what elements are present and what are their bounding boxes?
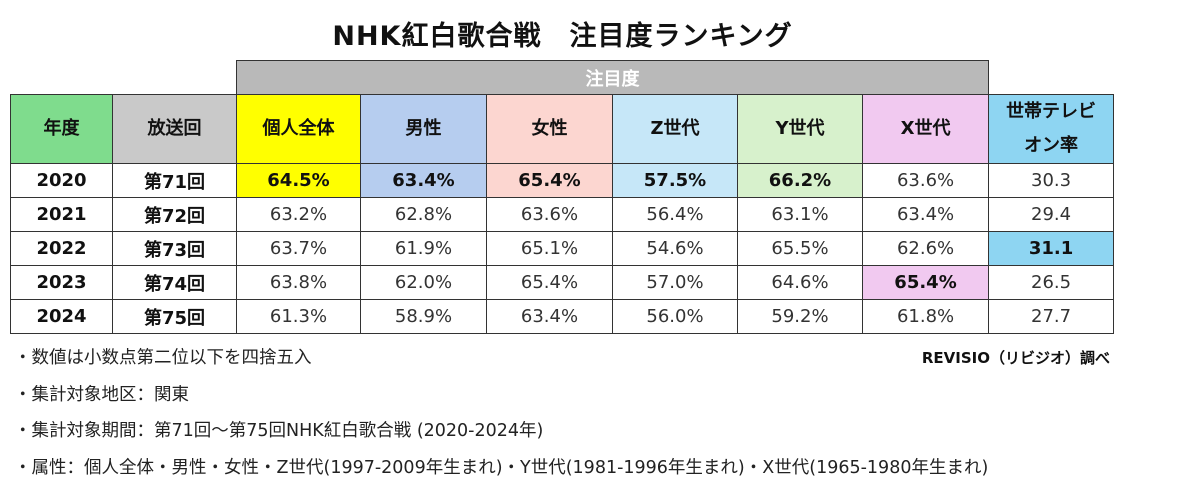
cell: 第73回: [112, 231, 237, 266]
cell: 65.4%: [486, 163, 613, 198]
cell: 27.7: [988, 299, 1115, 334]
cell: 2022: [10, 231, 113, 266]
blank: [989, 61, 1114, 95]
cell: 第72回: [112, 197, 237, 232]
cell: 29.4: [988, 197, 1115, 232]
cell: 56.4%: [612, 197, 738, 232]
cell: 63.2%: [236, 197, 361, 232]
column-header-text: 年度: [43, 118, 80, 139]
column-header-text: X世代: [900, 118, 951, 139]
cell: 63.4%: [861, 197, 990, 232]
column-header-text: 世帯テレビオン率: [1006, 101, 1097, 156]
cell: 63.8%: [236, 265, 361, 300]
data-row: 2023 第74回 63.8% 62.0% 65.4% 57.0% 64.6% 65.4% 26…: [10, 265, 1115, 300]
column-header-text: 女性: [531, 118, 568, 139]
note: ・属性：個人全体・男性・女性・Z世代(1997-2009年生まれ)・Y世代(19…: [14, 457, 989, 478]
data-row: 2022 第73回 63.7% 61.9% 65.1% 54.6% 65.5% 62.6% 31…: [10, 231, 1115, 266]
cell: 61.9%: [360, 231, 487, 266]
cell: 2023: [10, 265, 113, 300]
cell: 63.6%: [861, 163, 990, 198]
column-header: 男性: [360, 94, 487, 164]
cell: 63.6%: [486, 197, 613, 232]
cell: 第75回: [112, 299, 237, 334]
cell: 63.7%: [236, 231, 361, 266]
column-header-text: 放送回: [147, 118, 202, 139]
cell: 58.9%: [360, 299, 487, 334]
data-row: 2024 第75回 61.3% 58.9% 63.4% 56.0% 59.2% 61.8% 27…: [10, 299, 1115, 334]
column-header: Y世代: [737, 94, 863, 164]
column-header: X世代: [861, 94, 990, 164]
header-row: 年度 放送回 個人全体 男性 女性 Z世代 Y世代 X世代 世帯テレビオン率: [10, 94, 1115, 164]
column-header-text: Z世代: [650, 118, 700, 139]
cell: 30.3: [988, 163, 1115, 198]
cell: 59.2%: [737, 299, 863, 334]
cell: 26.5: [988, 265, 1115, 300]
column-header: 女性: [486, 94, 613, 164]
cell: 61.8%: [861, 299, 990, 334]
cell: 57.0%: [612, 265, 738, 300]
cell: 62.0%: [360, 265, 487, 300]
data-row: 2020 第71回 64.5% 63.4% 65.4% 57.5% 66.2% 63.6% 30…: [10, 163, 1115, 198]
note: ・集計対象地区：関東: [14, 384, 189, 405]
cell: 63.1%: [737, 197, 863, 232]
source: REVISIO（リビジオ）調べ: [921, 349, 1110, 367]
blank: [11, 61, 237, 95]
column-header-text: 個人全体: [262, 118, 335, 139]
cell: 63.4%: [360, 163, 487, 198]
cell: 63.4%: [486, 299, 613, 334]
title: NHK紅白歌合戦 注目度ランキング: [332, 21, 793, 52]
cell: 64.5%: [236, 163, 361, 198]
column-header: 放送回: [112, 94, 237, 164]
cell: 2020: [10, 163, 113, 198]
cell: 2021: [10, 197, 113, 232]
data-row: 2021 第72回 63.2% 62.8% 63.6% 56.4% 63.1% 63.4% 29…: [10, 197, 1115, 232]
cell: 62.6%: [861, 231, 990, 266]
group-row: 注目度: [11, 60, 1114, 95]
cell: 65.4%: [861, 265, 990, 300]
column-header-text: 男性: [405, 118, 442, 139]
cell: 64.6%: [737, 265, 863, 300]
group-header: 注目度: [235, 60, 990, 95]
cell: 56.0%: [612, 299, 738, 334]
column-header: 世帯テレビオン率: [988, 94, 1115, 164]
column-header: Z世代: [612, 94, 738, 164]
cell: 66.2%: [737, 163, 863, 198]
cell: 65.5%: [737, 231, 863, 266]
cell: 65.1%: [486, 231, 613, 266]
cell: 31.1: [988, 231, 1115, 266]
note: ・集計対象期間：第71回～第75回NHK紅白歌合戦 (2020-2024年): [14, 421, 544, 441]
cell: 62.8%: [360, 197, 487, 232]
ranking-table: 注目度年度 放送回 個人全体 男性 女性 Z世代 Y世代 X世代 世帯テレビオン率 2020 第71…: [10, 60, 1115, 334]
cell: 54.6%: [612, 231, 738, 266]
cell: 第74回: [112, 265, 237, 300]
cell: 65.4%: [486, 265, 613, 300]
column-header: 個人全体: [236, 94, 361, 164]
column-header-text: Y世代: [775, 118, 825, 139]
cell: 57.5%: [612, 163, 738, 198]
cell: 第71回: [112, 163, 237, 198]
note: ・数値は小数点第二位以下を四捨五入: [14, 348, 312, 368]
column-header: 年度: [10, 94, 113, 164]
cell: 2024: [10, 299, 113, 334]
cell: 61.3%: [236, 299, 361, 334]
